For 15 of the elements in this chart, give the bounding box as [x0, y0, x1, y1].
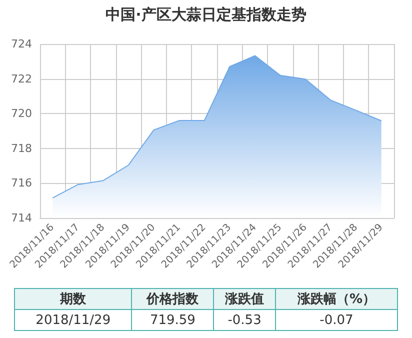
y-tick-label: 720: [11, 107, 32, 120]
chart-title: 中国·产区大蒜日定基指数走势: [106, 6, 306, 24]
text: 价格指数: [132, 288, 214, 310]
text: 涨跌幅（%）: [275, 288, 398, 310]
text: -0.53: [214, 310, 276, 330]
y-tick-label: 716: [11, 176, 32, 190]
text: 涨跌值: [214, 288, 276, 310]
y-tick-label: 718: [11, 142, 32, 155]
text: 期数: [14, 288, 132, 310]
text: 719.59: [132, 310, 214, 330]
text: 2018/11/29: [14, 310, 132, 330]
text: -0.07: [275, 310, 398, 330]
y-tick-label: 724: [11, 38, 32, 50]
y-tick-label: 722: [11, 72, 32, 86]
y-tick-label: 714: [11, 212, 32, 224]
